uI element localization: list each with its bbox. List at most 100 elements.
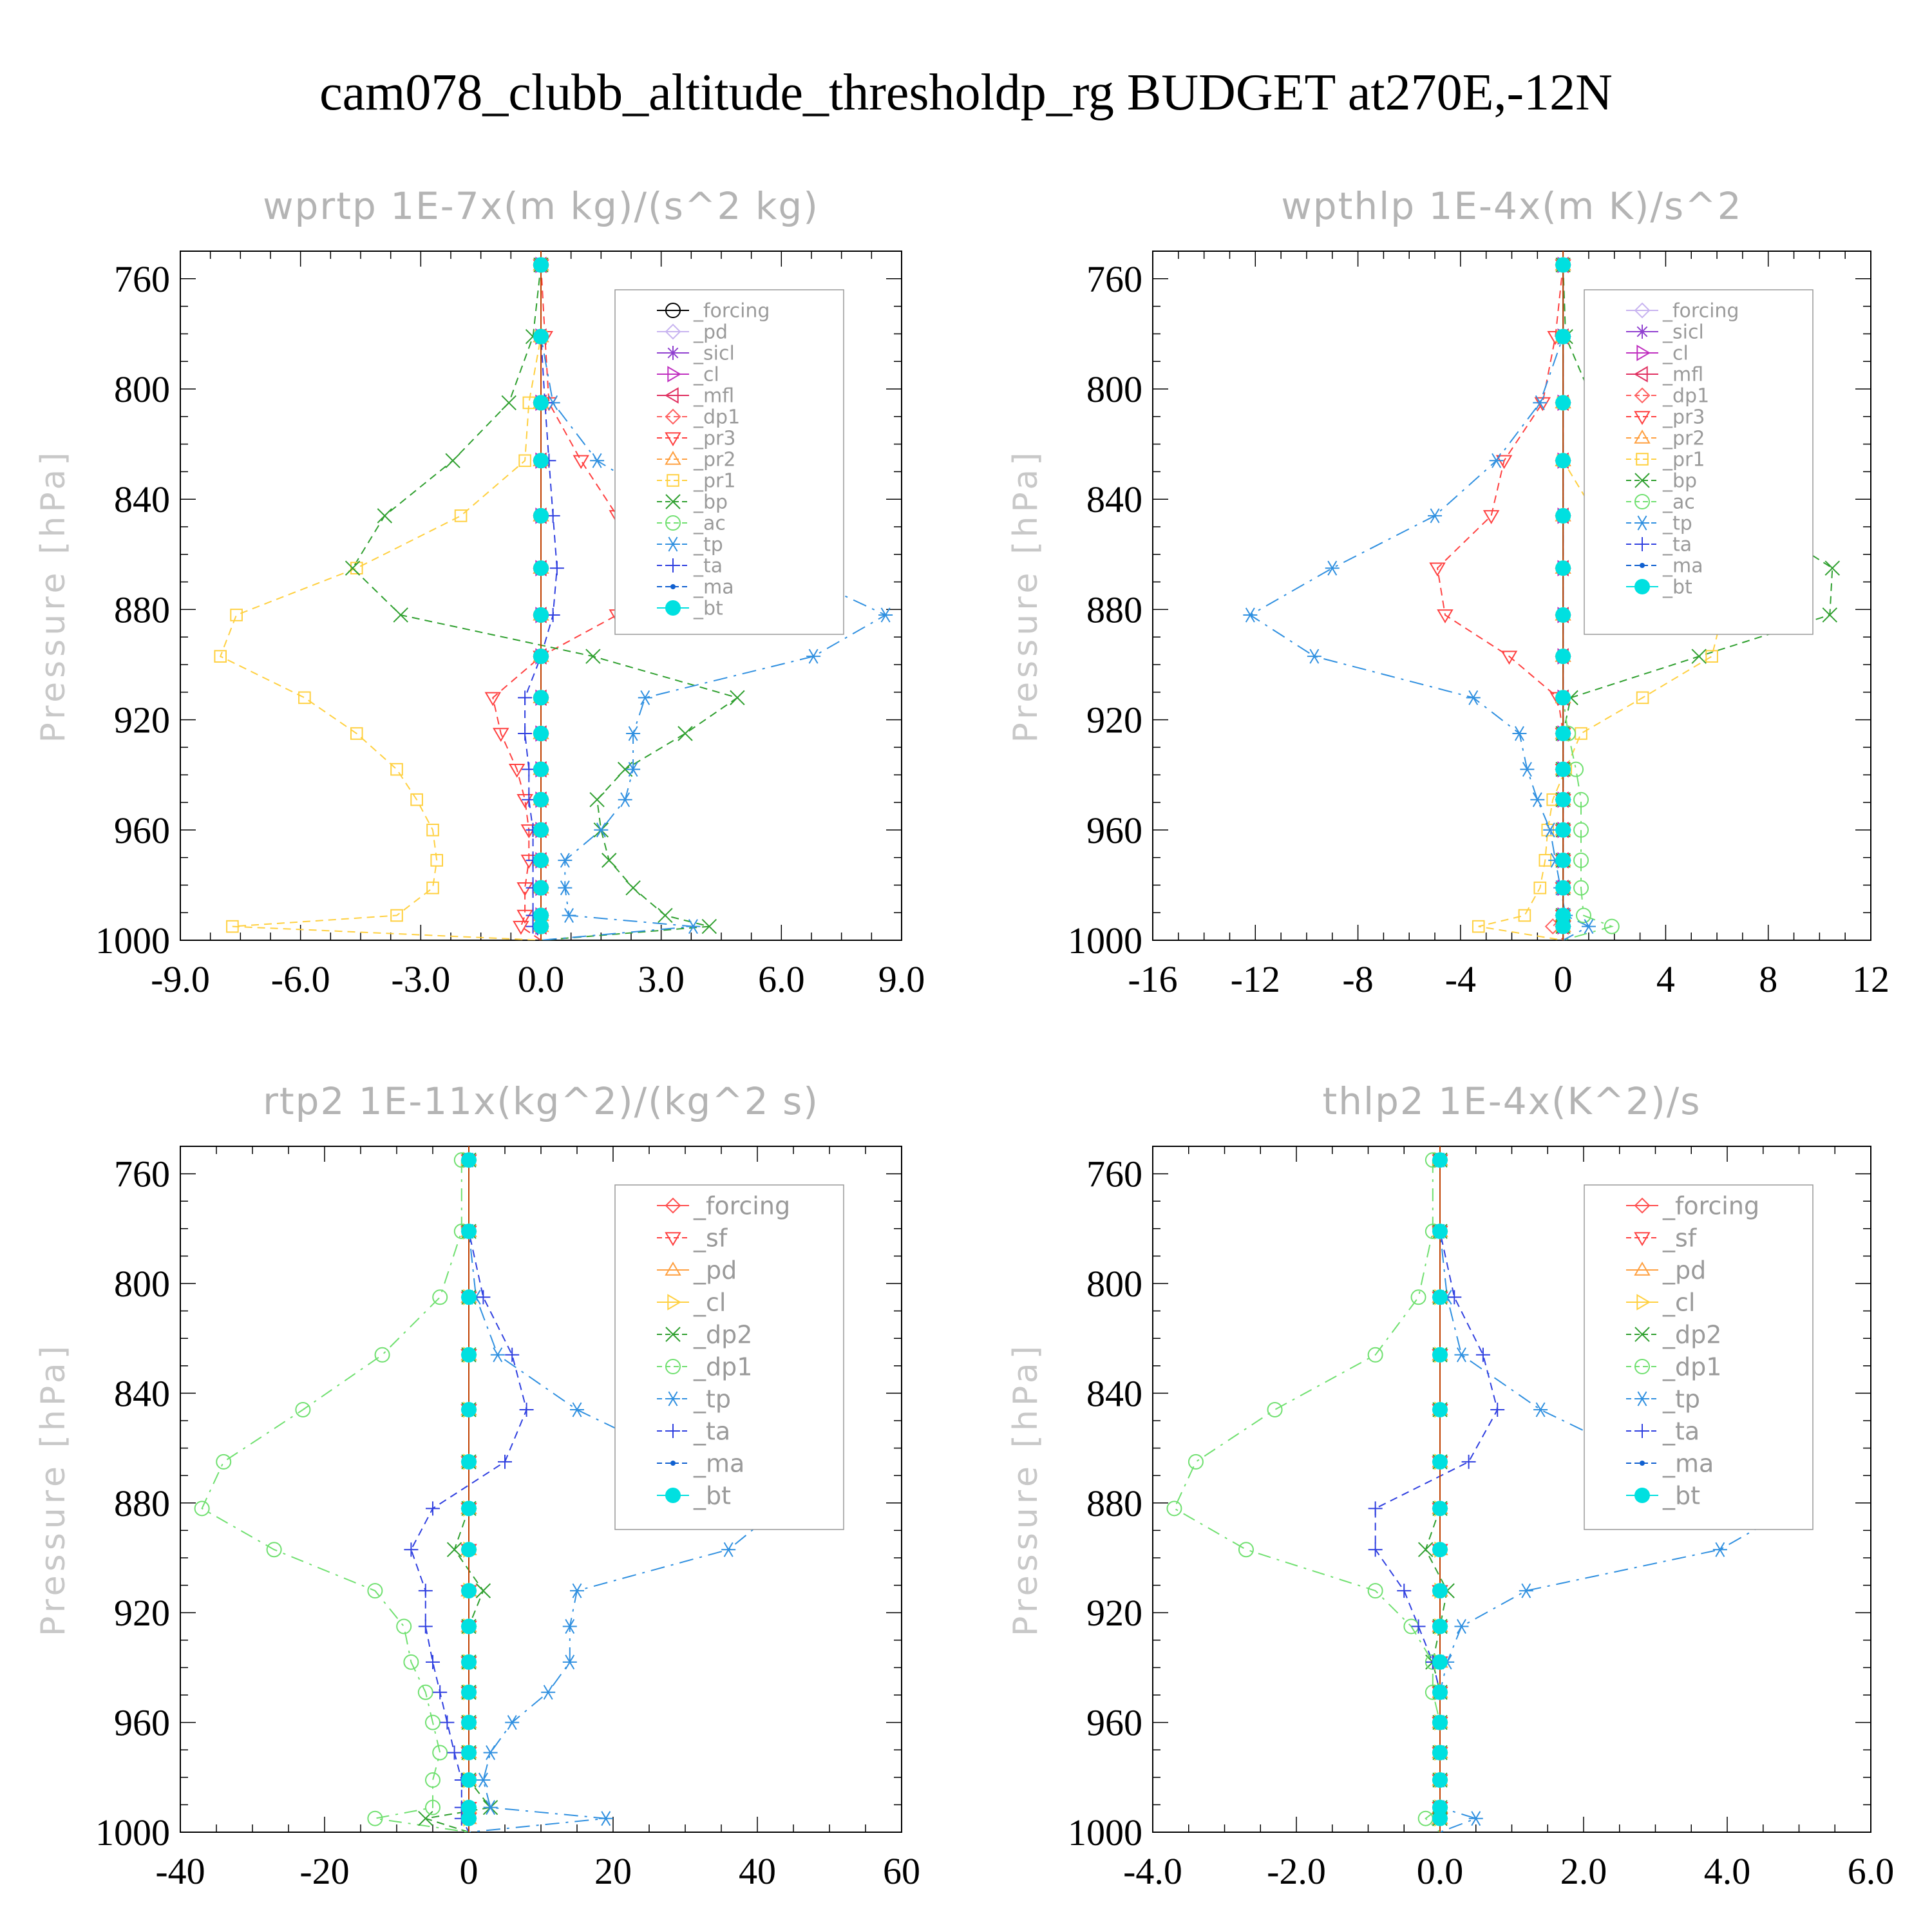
data-point: [1634, 387, 1651, 404]
legend-item: _dp1: [657, 406, 740, 429]
data-point: [1432, 1289, 1448, 1305]
data-point: [1555, 328, 1571, 345]
x-tick-label: 6.0: [1848, 1850, 1895, 1892]
legend-item: _cl: [657, 364, 719, 386]
series-markers-bt: [1432, 1152, 1448, 1826]
y-tick-label: 960: [1086, 1702, 1142, 1744]
x-tick-label: 3.0: [638, 958, 685, 1000]
legend-item: _bp: [1626, 470, 1697, 493]
data-point: [426, 824, 439, 837]
legend-item: _ta: [1626, 534, 1692, 556]
data-point: [1635, 515, 1649, 531]
data-point: [418, 1619, 433, 1634]
data-point: [426, 881, 439, 895]
data-point: [1634, 1488, 1650, 1503]
data-point: [1576, 907, 1591, 923]
data-point: [730, 690, 745, 706]
data-point: [432, 1289, 448, 1305]
data-point: [618, 792, 632, 808]
figure-title: cam078_clubb_altitude_thresholdp_rg BUDG…: [319, 64, 1613, 121]
data-point: [1634, 430, 1651, 444]
data-point: [508, 763, 526, 778]
data-point: [505, 1347, 520, 1362]
data-point: [665, 303, 681, 318]
y-tick-label: 760: [114, 258, 170, 300]
data-point: [447, 1745, 462, 1760]
data-point: [461, 1501, 477, 1517]
legend-label: _cl: [1662, 1288, 1695, 1316]
data-point: [432, 1745, 448, 1761]
y-tick-label: 840: [114, 1372, 170, 1414]
data-point: [665, 408, 681, 425]
data-point: [1555, 560, 1571, 576]
x-tick-label: -16: [1128, 958, 1177, 1000]
data-point: [1822, 607, 1837, 623]
x-tick-label: 2.0: [1560, 1850, 1607, 1892]
legend-label: _dp1: [693, 406, 740, 429]
x-tick-label: 4: [1656, 958, 1675, 1000]
chart-panel-4: thlp2 1E-4x(K^2)/s Pressure [hPa] 760 800 84…: [1007, 1079, 1894, 1892]
data-point: [1640, 563, 1645, 568]
data-point: [461, 1347, 477, 1363]
data-point: [216, 1454, 232, 1470]
data-point: [1437, 609, 1454, 623]
data-point: [1243, 607, 1258, 623]
data-point: [533, 453, 549, 469]
data-point: [1555, 918, 1571, 934]
data-point: [1432, 1799, 1448, 1815]
data-point: [1432, 1454, 1448, 1470]
data-point: [1555, 690, 1571, 706]
y-tick-label: 800: [114, 1263, 170, 1305]
data-point: [1432, 1542, 1448, 1558]
data-point: [1555, 607, 1571, 623]
data-point: [1461, 1454, 1476, 1469]
data-point: [396, 1618, 412, 1634]
data-point: [350, 562, 363, 575]
legend-label: _pd: [693, 1256, 737, 1284]
panels: wprtp 1E-7x(m kg)/(s^2 kg) Pressure [hPa]…: [34, 184, 1894, 1892]
data-point: [1432, 1618, 1448, 1634]
legend-label: _ma: [1662, 555, 1703, 578]
data-point: [1411, 1619, 1426, 1634]
data-point: [590, 453, 605, 468]
data-point: [1519, 1583, 1533, 1598]
legend-item: _tp: [657, 534, 723, 556]
data-point: [670, 584, 676, 589]
series-markers-dp1: [194, 1152, 469, 1826]
data-point: [1432, 1772, 1448, 1788]
data-point: [1489, 453, 1504, 468]
data-point: [1640, 1461, 1645, 1466]
legend-item: _pr2: [657, 449, 735, 471]
legend-label: _pr1: [693, 470, 735, 493]
legend-item: _forcing: [657, 300, 770, 323]
y-tick-label: 920: [114, 699, 170, 741]
legend-label: _pd: [693, 321, 728, 344]
legend-item: _cl: [1626, 1288, 1695, 1316]
series-line-tp: [468, 1160, 781, 1832]
legend-item: _dp2: [1626, 1320, 1721, 1349]
data-point: [1428, 508, 1443, 524]
data-point: [230, 609, 243, 621]
legend-item: _ma: [657, 1449, 744, 1477]
data-point: [1368, 1501, 1383, 1516]
y-tick-label: 840: [1086, 478, 1142, 520]
data-point: [445, 453, 460, 468]
series-line-tp: [540, 265, 887, 940]
data-point: [533, 560, 549, 576]
data-point: [518, 726, 533, 741]
data-point: [665, 1488, 681, 1503]
data-point: [533, 395, 549, 411]
data-point: [1555, 822, 1571, 838]
data-point: [1533, 881, 1547, 895]
data-point: [1573, 791, 1589, 808]
data-point: [658, 907, 673, 923]
data-point: [533, 649, 549, 665]
y-axis-label: Pressure [hPa]: [34, 1342, 73, 1636]
data-point: [665, 1262, 681, 1276]
data-point: [1432, 1501, 1448, 1517]
data-point: [1555, 453, 1571, 469]
x-tick-label: -2.0: [1267, 1850, 1326, 1892]
data-point: [1432, 1654, 1448, 1670]
data-point: [505, 1715, 520, 1730]
data-point: [1555, 257, 1571, 273]
